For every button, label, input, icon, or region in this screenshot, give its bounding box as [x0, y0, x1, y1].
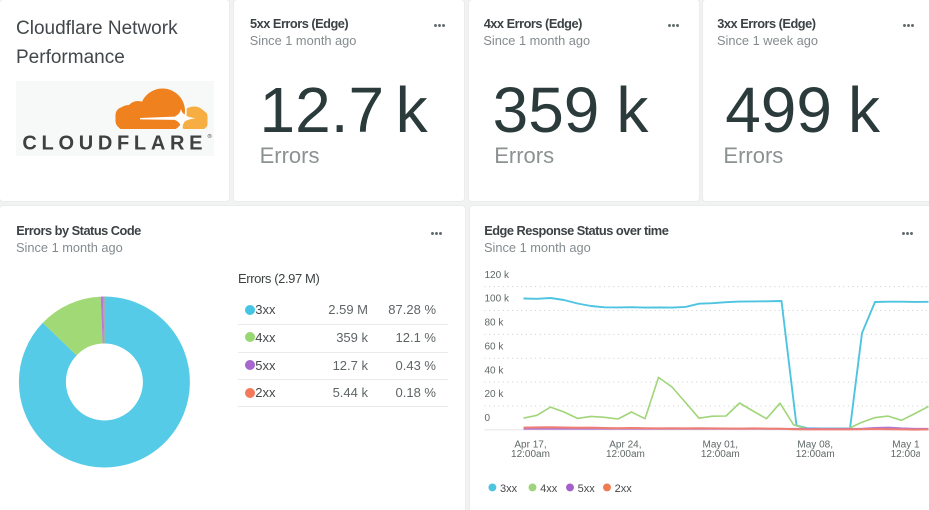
svg-text:5xx: 5xx [577, 483, 595, 495]
svg-text:4xx: 4xx [540, 483, 558, 495]
svg-text:0: 0 [484, 413, 490, 424]
svg-text:12:00am: 12:00am [700, 449, 739, 460]
svg-text:2xx: 2xx [614, 483, 632, 495]
svg-text:120 k: 120 k [484, 270, 509, 281]
svg-text:12:00am: 12:00am [511, 449, 550, 460]
svg-text:12:00am: 12:00am [795, 449, 834, 460]
svg-text:3xx: 3xx [500, 483, 518, 495]
svg-text:60 k: 60 k [484, 341, 504, 352]
svg-text:Apr 24,: Apr 24, [609, 439, 641, 450]
svg-text:20 k: 20 k [484, 389, 504, 400]
svg-text:12:00am: 12:00am [890, 449, 929, 460]
svg-text:May 08,: May 08, [797, 439, 833, 450]
svg-text:40 k: 40 k [484, 365, 504, 376]
svg-text:100 k: 100 k [484, 294, 509, 305]
svg-text:®: ® [208, 133, 213, 140]
svg-text:May 15,: May 15, [892, 439, 928, 450]
svg-text:May 01,: May 01, [702, 439, 738, 450]
svg-text:CLOUDFLARE: CLOUDFLARE [22, 133, 207, 155]
svg-text:12:00am: 12:00am [605, 449, 644, 460]
svg-text:80 k: 80 k [484, 318, 504, 329]
svg-text:Apr 17,: Apr 17, [514, 439, 546, 450]
